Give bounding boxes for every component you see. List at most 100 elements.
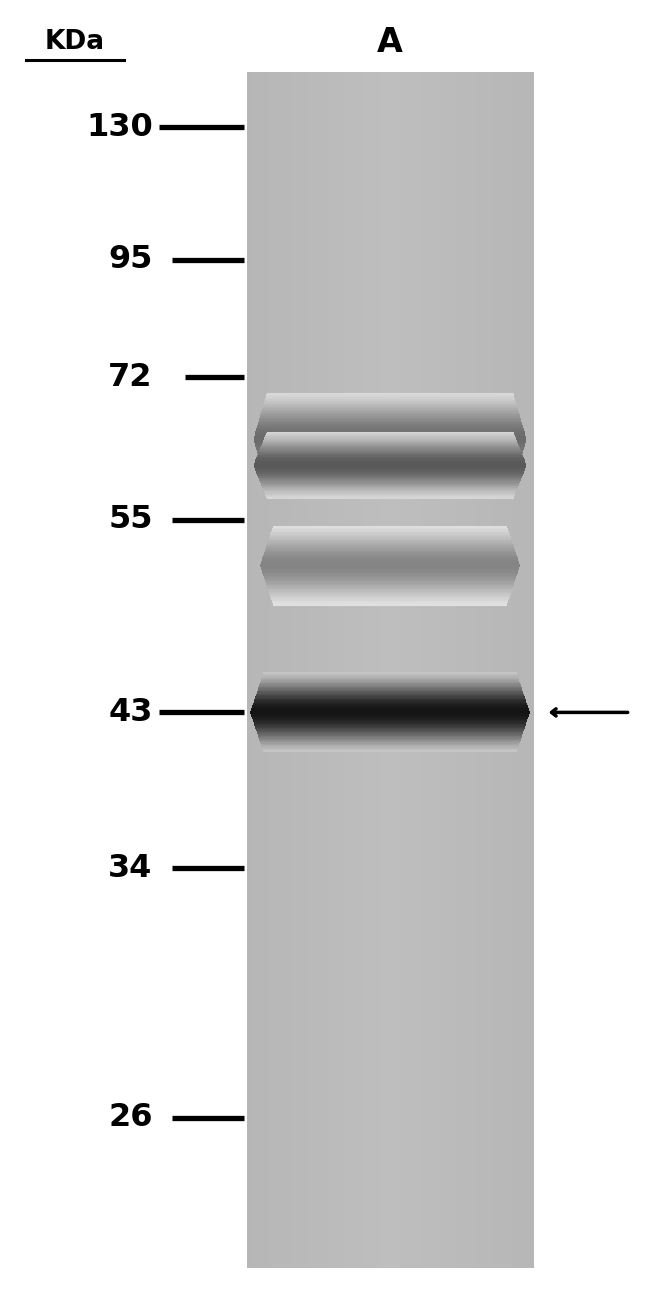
Bar [344, 72, 348, 1268]
Bar [264, 72, 268, 1268]
Bar [530, 72, 534, 1268]
Bar [310, 72, 313, 1268]
Bar [436, 72, 439, 1268]
Bar [250, 72, 254, 1268]
Bar [296, 72, 299, 1268]
Bar [459, 72, 462, 1268]
Bar [313, 72, 317, 1268]
Bar [493, 72, 497, 1268]
Bar [419, 72, 422, 1268]
Bar [510, 72, 514, 1268]
Text: 72: 72 [109, 361, 153, 393]
Bar [402, 72, 405, 1268]
Bar [430, 72, 434, 1268]
Bar [304, 72, 307, 1268]
Bar [441, 72, 445, 1268]
Bar [384, 72, 388, 1268]
Bar [439, 72, 442, 1268]
Bar [339, 72, 342, 1268]
Bar [433, 72, 436, 1268]
Bar [504, 72, 508, 1268]
Bar [387, 72, 391, 1268]
Bar [356, 72, 359, 1268]
Bar [359, 72, 362, 1268]
Bar [476, 72, 479, 1268]
Bar [364, 72, 368, 1268]
Bar [404, 72, 408, 1268]
Text: A: A [377, 26, 403, 60]
Bar [496, 72, 499, 1268]
Bar [502, 72, 505, 1268]
Bar [484, 72, 488, 1268]
Bar [361, 72, 365, 1268]
Bar [324, 72, 328, 1268]
Bar [367, 72, 370, 1268]
Bar [424, 72, 428, 1268]
Text: 34: 34 [109, 853, 153, 884]
Bar [413, 72, 417, 1268]
Bar [298, 72, 302, 1268]
Bar [416, 72, 419, 1268]
Text: 95: 95 [109, 244, 153, 276]
Bar [445, 72, 448, 1268]
Bar [482, 72, 485, 1268]
Bar [261, 72, 265, 1268]
Bar [467, 72, 471, 1268]
Bar [247, 72, 533, 1268]
Bar [255, 72, 259, 1268]
Bar [396, 72, 399, 1268]
Bar [513, 72, 517, 1268]
Bar [276, 72, 279, 1268]
Bar [247, 72, 250, 1268]
Bar [333, 72, 336, 1268]
Bar [376, 72, 379, 1268]
Bar [287, 72, 291, 1268]
Text: 130: 130 [86, 112, 153, 143]
Bar [507, 72, 511, 1268]
Bar [253, 72, 256, 1268]
Bar [473, 72, 476, 1268]
Bar [370, 72, 374, 1268]
Bar [427, 72, 431, 1268]
Text: 43: 43 [109, 697, 153, 728]
Bar [373, 72, 376, 1268]
Text: 26: 26 [109, 1102, 153, 1134]
Bar [302, 72, 305, 1268]
Bar [478, 72, 482, 1268]
Bar [281, 72, 285, 1268]
Bar [335, 72, 339, 1268]
Bar [382, 72, 385, 1268]
Bar [470, 72, 474, 1268]
Bar [516, 72, 519, 1268]
Bar [316, 72, 319, 1268]
Bar [390, 72, 393, 1268]
Bar [284, 72, 288, 1268]
Bar [350, 72, 354, 1268]
Bar [378, 72, 382, 1268]
Bar [290, 72, 293, 1268]
Bar [490, 72, 493, 1268]
Bar [488, 72, 491, 1268]
Bar [292, 72, 296, 1268]
Bar [525, 72, 528, 1268]
Bar [278, 72, 282, 1268]
Bar [341, 72, 345, 1268]
Bar [267, 72, 270, 1268]
Text: KDa: KDa [45, 29, 105, 55]
Bar [464, 72, 468, 1268]
Bar [499, 72, 502, 1268]
Bar [410, 72, 413, 1268]
Bar [421, 72, 425, 1268]
Bar [330, 72, 333, 1268]
Bar [453, 72, 456, 1268]
Bar [462, 72, 465, 1268]
Bar [259, 72, 262, 1268]
Text: 55: 55 [109, 504, 153, 536]
Bar [527, 72, 531, 1268]
Bar [521, 72, 525, 1268]
Bar [318, 72, 322, 1268]
Bar [270, 72, 274, 1268]
Bar [273, 72, 276, 1268]
Bar [456, 72, 460, 1268]
Bar [353, 72, 356, 1268]
